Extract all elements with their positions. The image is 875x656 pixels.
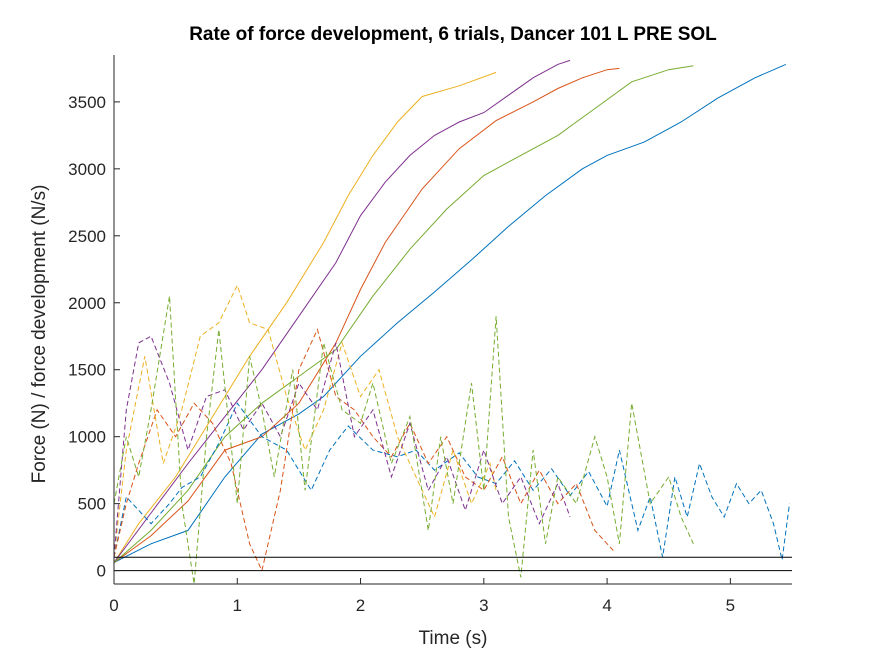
y-tick-label: 1000 (68, 428, 106, 447)
force-curve-1 (113, 63, 786, 564)
y-tick-label: 2000 (68, 294, 106, 313)
series-layer (113, 59, 790, 585)
y-tick-label: 0 (97, 562, 106, 581)
chart-title: Rate of force development, 6 trials, Dan… (189, 24, 717, 45)
y-tick-label: 3000 (68, 160, 106, 179)
x-axis-label: Time (s) (419, 628, 488, 649)
x-tick-label: 2 (356, 596, 365, 615)
force-curve-5 (113, 65, 694, 563)
reference-lines (114, 556, 792, 572)
rfd-curve-10 (113, 296, 694, 585)
rfd-curve-9 (113, 335, 571, 558)
x-tick-label: 4 (602, 596, 611, 615)
x-tick-label: 1 (233, 596, 242, 615)
force-curve-2 (113, 67, 620, 564)
force-curve-4 (113, 59, 571, 563)
x-tick-label: 3 (479, 596, 488, 615)
y-tick-label: 1500 (68, 361, 106, 380)
rfd-curve-7 (113, 328, 614, 573)
y-tick-label: 500 (78, 495, 106, 514)
tick-labels: 0 1 2 3 4 5 0 500 1000 1500 2000 2500 3000 3500 (68, 93, 735, 615)
y-tick-label: 2500 (68, 227, 106, 246)
x-tick-label: 5 (726, 596, 735, 615)
force-curve-3 (113, 71, 497, 563)
axes (113, 55, 792, 585)
x-tick-label: 0 (109, 596, 118, 615)
y-tick-label: 3500 (68, 93, 106, 112)
rfd-curve-6 (113, 402, 790, 561)
y-axis-label: Force (N) / force development (N/s) (29, 185, 50, 484)
